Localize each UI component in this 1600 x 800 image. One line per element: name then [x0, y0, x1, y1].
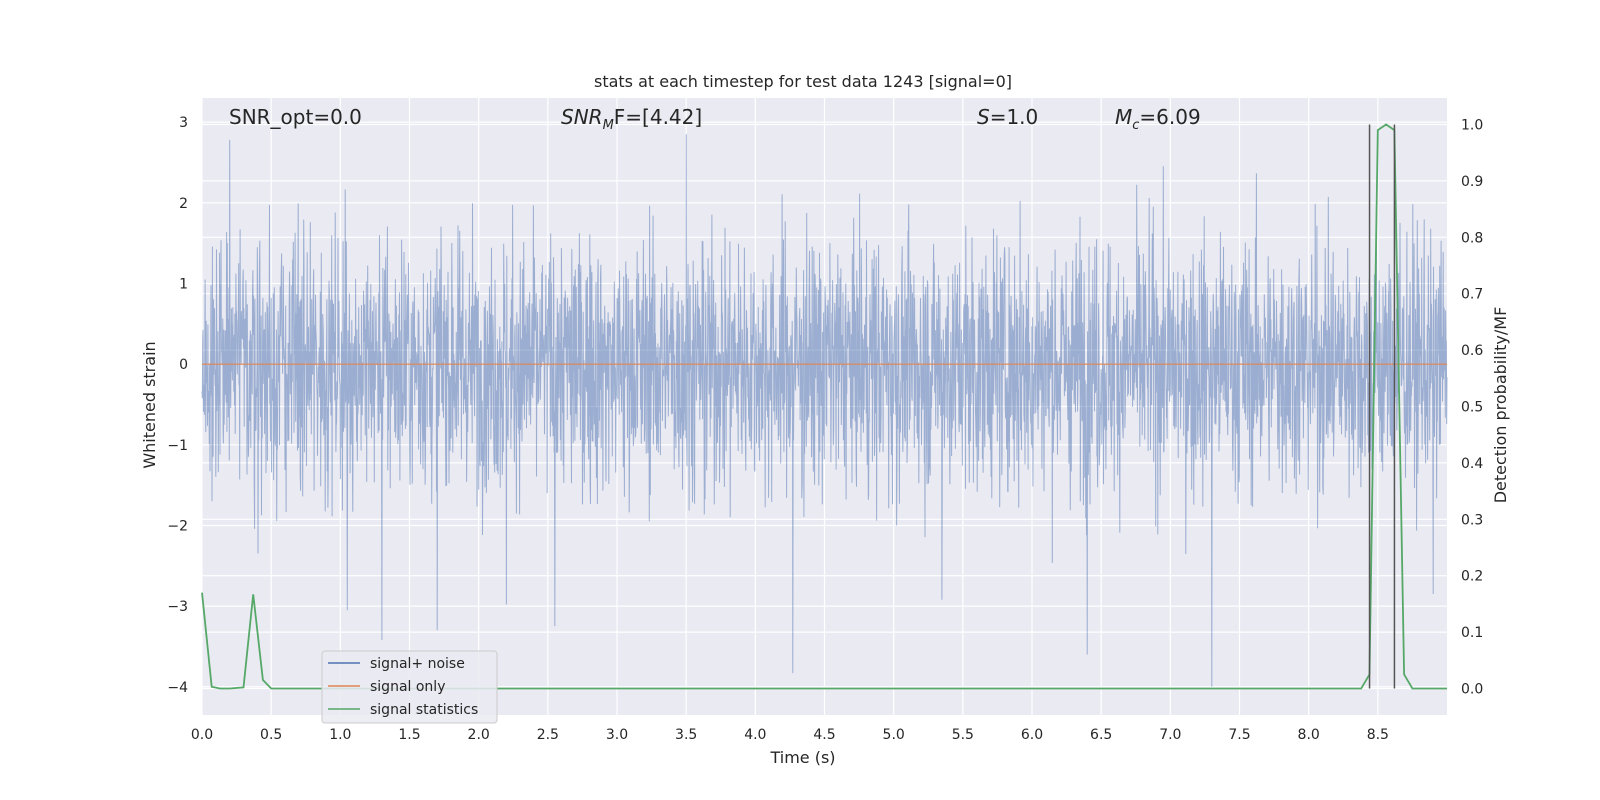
y2-tick-label: 0.2 [1461, 569, 1483, 585]
x-tick-labels: 0.0 0.5 1.0 1.5 2.0 2.5 3.0 3.5 4.0 4.5 5.0 5.5 6.0 6… [191, 727, 1389, 743]
y2-tick-label: 0.0 [1461, 681, 1483, 697]
y-tick-label: 0 [179, 357, 188, 373]
y-tick-label: −3 [167, 599, 188, 615]
chart-title: stats at each timestep for test data 124… [594, 72, 1012, 91]
x-tick-label: 3.5 [675, 727, 697, 743]
x-tick-label: 1.0 [329, 727, 351, 743]
y2-tick-label: 0.7 [1461, 287, 1483, 303]
legend: signal+ noise signal only signal statist… [321, 650, 498, 724]
y2-tick-label: 0.5 [1461, 400, 1483, 416]
annotations: SNR_opt=0.0 SNRMF=[4.42] S=1.0 Mc=6.09 [229, 105, 1201, 133]
y-tick-label: 3 [179, 115, 188, 131]
y2-tick-label: 0.6 [1461, 343, 1483, 359]
x-tick-label: 5.5 [952, 727, 974, 743]
x-tick-label: 2.0 [468, 727, 490, 743]
legend-label-signal-statistics: signal statistics [370, 702, 478, 718]
y2-tick-label: 0.1 [1461, 625, 1483, 641]
y-tick-label: 2 [179, 196, 188, 212]
legend-label-signal-only: signal only [370, 679, 445, 695]
x-tick-label: 5.0 [883, 727, 905, 743]
noise-line [201, 134, 1448, 687]
annotation-s: S=1.0 [977, 105, 1038, 129]
x-tick-label: 3.0 [606, 727, 628, 743]
signal-statistics-line [201, 123, 1447, 690]
y2-tick-label: 0.9 [1461, 174, 1483, 190]
x-tick-label: 1.5 [398, 727, 420, 743]
x-tick-label: 6.5 [1090, 727, 1112, 743]
x-tick-label: 4.0 [744, 727, 766, 743]
x-tick-label: 8.0 [1298, 727, 1320, 743]
legend-box [321, 650, 498, 724]
y-tick-label: 1 [179, 277, 188, 293]
y-tick-label: −2 [167, 518, 188, 534]
y2-tick-label: 0.3 [1461, 512, 1483, 528]
y-tick-label: −1 [167, 438, 188, 454]
annotation-mc: Mc=6.09 [1115, 105, 1201, 133]
y-tick-labels: 3 2 1 0 −1 −2 −3 −4 [167, 115, 188, 696]
x-tick-label: 8.5 [1367, 727, 1389, 743]
x-tick-label: 6.0 [1021, 727, 1043, 743]
series-signal-statistics [201, 123, 1447, 690]
y2-tick-label: 0.8 [1461, 230, 1483, 246]
x-tick-label: 7.5 [1228, 727, 1250, 743]
series-signal-plus-noise [201, 134, 1448, 687]
vertical-markers [1368, 124, 1396, 689]
y2-tick-label: 0.4 [1461, 456, 1483, 472]
y-axis-label: Whitened strain [140, 341, 159, 468]
annotation-snr-opt: SNR_opt=0.0 [229, 105, 362, 129]
x-tick-label: 4.5 [813, 727, 835, 743]
y2-tick-labels: 1.0 0.9 0.8 0.7 0.6 0.5 0.4 0.3 0.2 0.1 0.0 [1461, 118, 1483, 698]
x-tick-label: 0.0 [191, 727, 213, 743]
y-tick-label: −4 [167, 680, 188, 696]
x-tick-label: 0.5 [260, 727, 282, 743]
legend-label-signal-plus-noise: signal+ noise [370, 656, 465, 672]
x-tick-label: 7.0 [1159, 727, 1181, 743]
y2-axis-label: Detection probability/MF [1491, 307, 1510, 504]
x-tick-label: 2.5 [537, 727, 559, 743]
y2-tick-label: 1.0 [1461, 118, 1483, 134]
x-axis-label: Time (s) [769, 748, 835, 767]
annotation-snr-mf: SNRMF=[4.42] [561, 105, 702, 133]
